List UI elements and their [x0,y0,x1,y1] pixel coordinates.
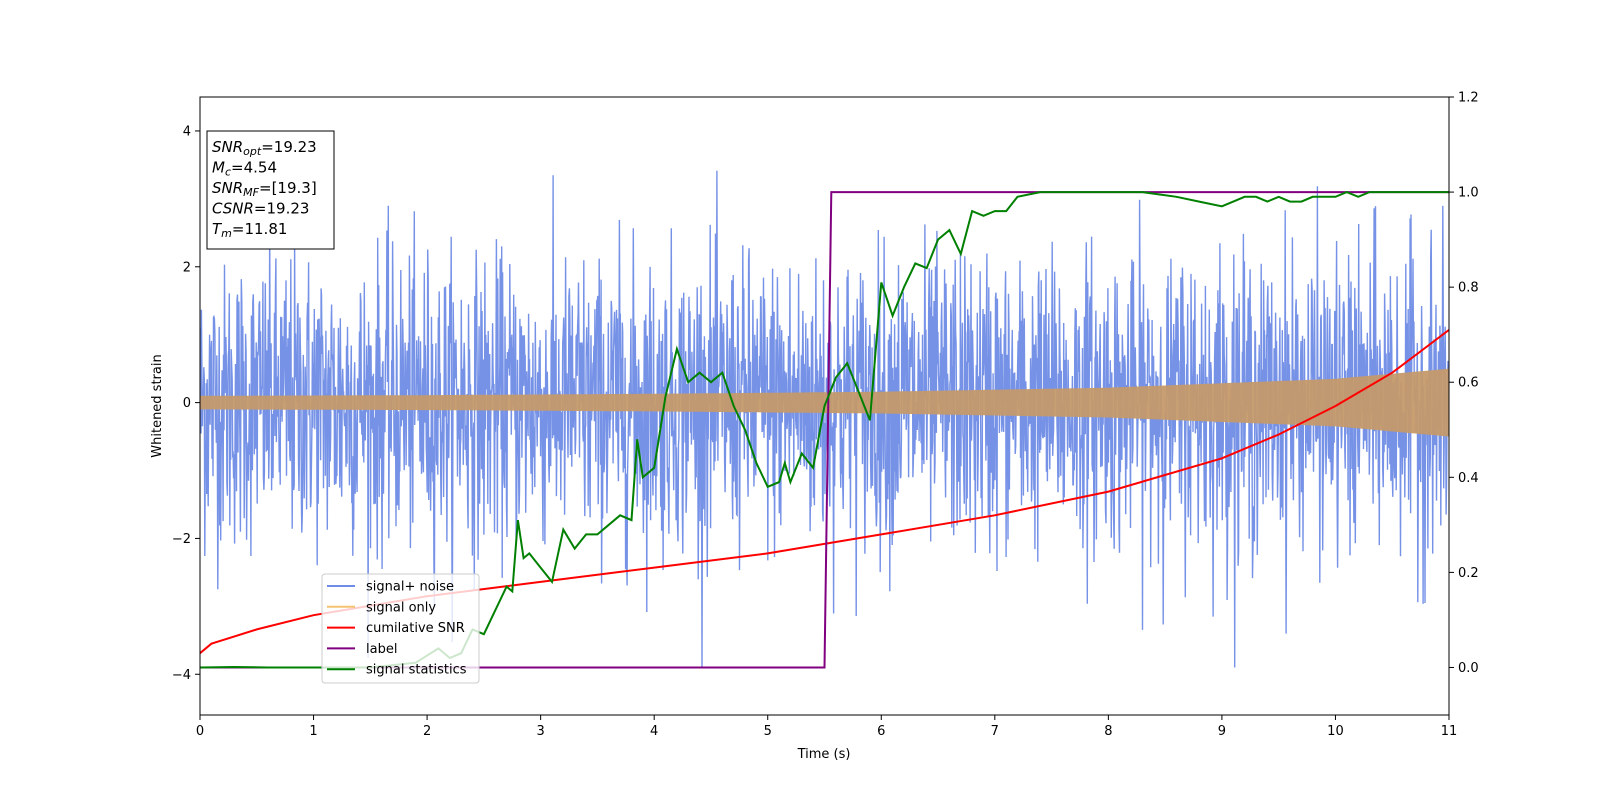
legend-frame [321,573,480,684]
x-tick-label: 8 [1104,724,1112,739]
y-axis-label: Whitened strain [150,354,165,457]
series-signal-statistics-line [200,191,1449,669]
y2-tick-label: 0.8 [1458,281,1479,296]
y2-tick-label: 1.2 [1458,91,1479,106]
x-tick-label: 9 [1218,724,1226,739]
x-tick-label: 2 [423,724,431,739]
annotation-line: SNRopt=19.23 [212,138,317,158]
y-tick-label: −4 [172,668,191,683]
legend-label: signal statistics [366,663,467,678]
stats-annotation-box: SNRopt=19.23Mc=4.54SNRMF=[19.3]CSNR=19.2… [206,130,335,250]
legend-label: signal+ noise [366,580,454,595]
annotation-line: Mc=4.54 [212,159,277,179]
x-tick-label: 10 [1327,724,1344,739]
plot-frame [199,96,1450,716]
x-tick-label: 0 [196,724,204,739]
y-tick-label: 2 [183,260,191,275]
legend: signal+ noise signal only cumilative SNR la… [321,573,480,684]
legend-label: cumilative SNR [366,621,465,636]
x-tick-label: 1 [309,724,317,739]
x-tick-label: 6 [877,724,885,739]
x-tick-label: 3 [536,724,544,739]
y2-tick-label: 0.6 [1458,376,1479,391]
legend-label: label [366,642,397,657]
y-tick-label: −2 [172,532,191,547]
y2-tick-label: 1.0 [1458,186,1479,201]
x-tick-label: 11 [1441,724,1458,739]
series-cumilative-snr-line [200,329,1449,654]
x-tick-label: 5 [764,724,772,739]
y2-tick-label: 0.2 [1458,566,1479,581]
y2-tick-label: 0.4 [1458,471,1479,486]
annotation-line: CSNR=19.23 [212,200,309,218]
annotation-line: Tm=11.81 [212,220,287,240]
x-axis-label: Time (s) [797,747,851,762]
annotation-frame [206,130,335,250]
y2-tick-label: 0.0 [1458,661,1479,676]
legend-label: signal only [366,600,436,615]
series-signal-only-band [200,368,1449,437]
y-tick-label: 0 [183,396,191,411]
y-tick-label: 4 [183,124,191,139]
annotation-line: SNRMF=[19.3] [212,179,317,199]
x-tick-label: 4 [650,724,658,739]
x-tick-label: 7 [991,724,999,739]
